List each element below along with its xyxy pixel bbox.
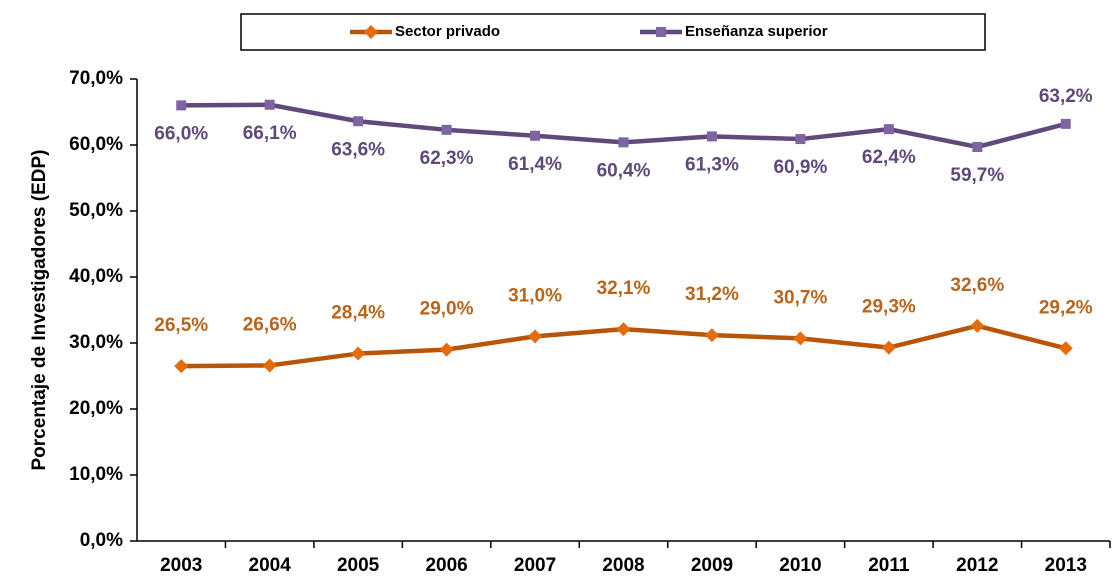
data-point	[881, 340, 896, 355]
data-point	[353, 116, 364, 127]
data-point	[441, 124, 452, 135]
data-point	[439, 342, 454, 357]
data-point	[174, 359, 189, 374]
data-point	[970, 318, 985, 333]
data-label: 61,3%	[685, 154, 739, 175]
data-label: 59,7%	[950, 165, 1004, 186]
data-point	[706, 131, 717, 142]
data-point	[793, 331, 808, 346]
data-label: 31,0%	[508, 285, 562, 306]
data-label: 26,6%	[243, 314, 297, 335]
y-tick-label: 0,0%	[80, 530, 123, 551]
data-point	[351, 346, 366, 361]
y-tick-label: 30,0%	[69, 332, 123, 353]
x-tick-label: 2009	[691, 555, 733, 576]
data-point	[616, 322, 631, 337]
x-tick-label: 2004	[249, 555, 292, 576]
y-tick-label: 50,0%	[69, 200, 123, 221]
data-point	[1060, 118, 1071, 129]
data-label: 29,0%	[420, 299, 474, 320]
data-point	[704, 328, 719, 343]
data-point	[883, 124, 894, 135]
y-tick-label: 40,0%	[69, 266, 123, 287]
y-axis-title: Porcentaje de Investigadores (EDP)	[29, 150, 50, 471]
x-tick-label: 2007	[514, 555, 556, 576]
legend-label: Sector privado	[395, 23, 500, 40]
data-point	[528, 329, 543, 344]
data-label: 61,4%	[508, 154, 562, 175]
data-point	[1058, 341, 1073, 356]
data-label: 31,2%	[685, 284, 739, 305]
x-tick-label: 2013	[1045, 555, 1087, 576]
data-label: 62,3%	[420, 148, 474, 169]
data-label: 28,4%	[331, 303, 385, 324]
x-tick-label: 2011	[868, 555, 910, 576]
data-label: 29,3%	[862, 297, 916, 318]
data-label: 63,6%	[331, 139, 385, 160]
x-tick-label: 2012	[956, 555, 998, 576]
data-point	[795, 134, 806, 145]
x-tick-label: 2005	[337, 555, 380, 576]
data-point	[264, 99, 275, 110]
data-label: 60,4%	[597, 160, 651, 181]
legend-label: Enseñanza superior	[685, 23, 828, 40]
data-label: 26,5%	[154, 315, 208, 336]
x-tick-label: 2006	[425, 555, 467, 576]
data-label: 60,9%	[773, 157, 827, 178]
y-tick-label: 70,0%	[69, 68, 123, 89]
legend-marker	[656, 27, 666, 37]
x-tick-label: 2003	[160, 555, 202, 576]
data-label: 29,2%	[1039, 297, 1093, 318]
data-point	[262, 358, 277, 373]
data-point	[176, 100, 187, 111]
data-label: 32,6%	[950, 275, 1004, 296]
data-point	[618, 137, 629, 148]
data-label: 30,7%	[773, 287, 827, 308]
y-tick-label: 10,0%	[69, 464, 123, 485]
data-label: 62,4%	[862, 147, 916, 168]
data-label: 63,2%	[1039, 86, 1093, 107]
data-label: 66,1%	[243, 123, 297, 144]
data-label: 66,0%	[154, 123, 208, 144]
x-tick-label: 2010	[779, 555, 821, 576]
data-label: 32,1%	[597, 278, 651, 299]
data-point	[530, 130, 541, 141]
x-tick-label: 2008	[602, 555, 644, 576]
y-tick-label: 20,0%	[69, 398, 123, 419]
y-tick-label: 60,0%	[69, 134, 123, 155]
legend-marker	[364, 25, 378, 39]
data-point	[972, 141, 983, 152]
